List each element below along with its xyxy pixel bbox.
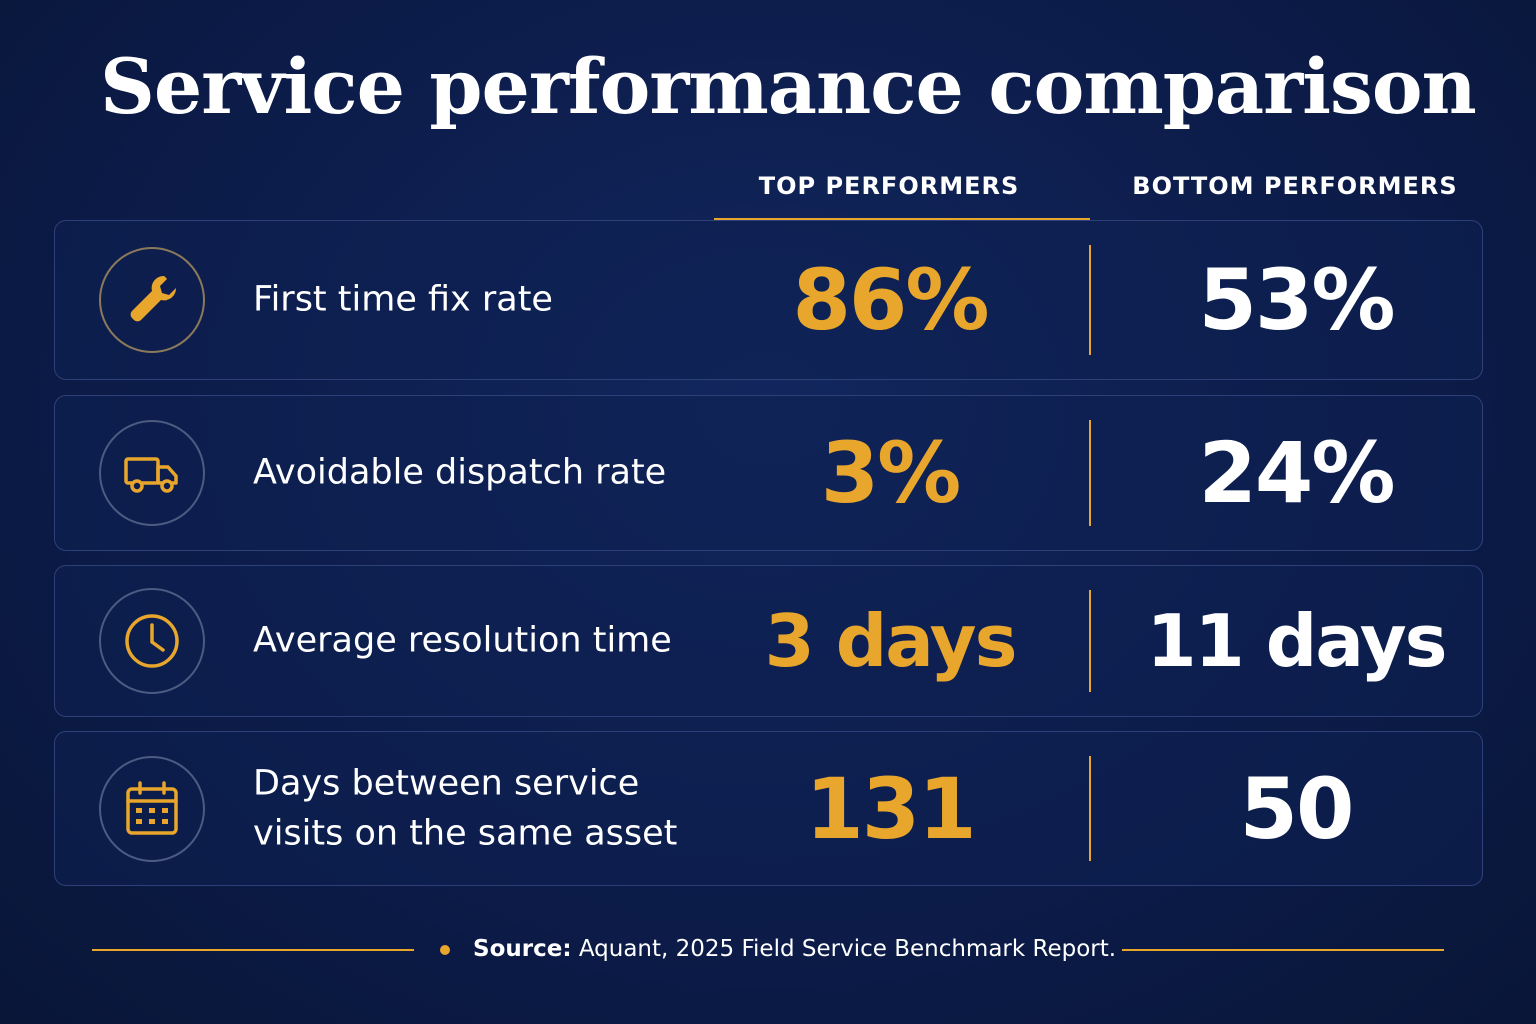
- metric-row-resolution-time: Average resolution time 3 days 11 days: [54, 565, 1483, 717]
- column-divider: [1089, 245, 1091, 355]
- metric-row-first-time-fix: First time fix rate 86% 53%: [54, 220, 1483, 380]
- footer-rule-right: [1122, 949, 1444, 951]
- column-divider: [1089, 756, 1091, 861]
- column-header-bottom: BOTTOM PERFORMERS: [1132, 172, 1458, 200]
- bottom-performer-value: 24%: [1198, 424, 1395, 522]
- bottom-performer-value: 53%: [1198, 251, 1395, 349]
- truck-icon: [99, 420, 205, 526]
- top-performer-value: 3%: [820, 424, 962, 522]
- metric-label: Days between service visits on the same …: [253, 762, 678, 854]
- metric-label: Average resolution time: [253, 620, 672, 661]
- footer-bullet: [440, 945, 450, 955]
- metric-label: Avoidable dispatch rate: [253, 452, 667, 493]
- metric-row-avoidable-dispatch: Avoidable dispatch rate 3% 24%: [54, 395, 1483, 551]
- footer-rule-left: [92, 949, 414, 951]
- top-performer-value: 131: [805, 759, 976, 858]
- source-label: Source:: [473, 936, 572, 962]
- metric-row-days-between-visits: Days between service visits on the same …: [54, 731, 1483, 886]
- top-performer-value: 86%: [792, 251, 989, 349]
- top-performer-value: 3 days: [764, 599, 1018, 683]
- bottom-performer-value: 50: [1239, 759, 1355, 858]
- source-note: Source: Aquant, 2025 Field Service Bench…: [473, 936, 1116, 962]
- source-text: Aquant, 2025 Field Service Benchmark Rep…: [571, 936, 1117, 962]
- clock-icon: [99, 588, 205, 694]
- page-title: Service performance comparison: [100, 42, 1477, 131]
- calendar-icon: [99, 755, 205, 862]
- metric-label: First time fix rate: [253, 279, 553, 320]
- column-divider: [1089, 420, 1091, 526]
- column-header-top: TOP PERFORMERS: [758, 172, 1020, 200]
- bottom-performer-value: 11 days: [1146, 599, 1448, 683]
- header-underline: [714, 218, 1090, 220]
- wrench-icon: [99, 247, 205, 353]
- column-divider: [1089, 590, 1091, 692]
